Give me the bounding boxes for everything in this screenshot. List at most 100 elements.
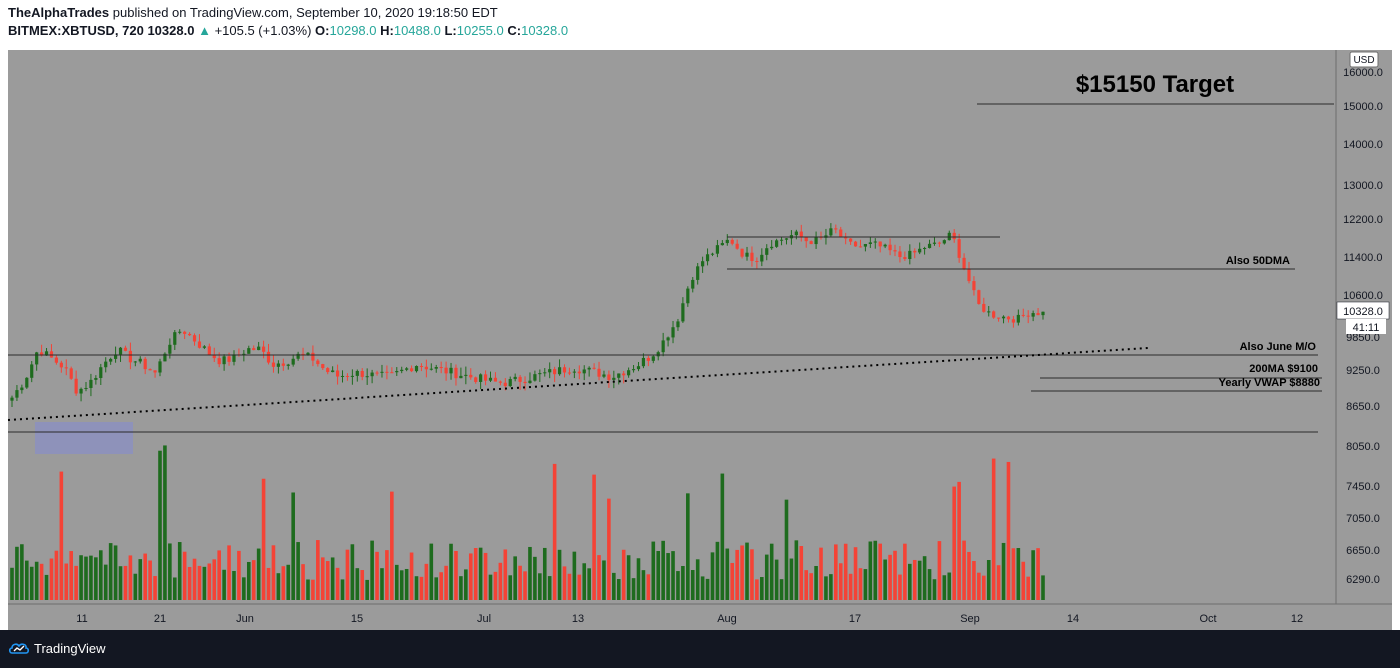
volume-bar [809, 573, 813, 600]
candle-body [64, 367, 68, 369]
volume-bar [932, 579, 937, 600]
candle-body [587, 367, 591, 370]
candle-body [592, 367, 596, 369]
candle-body [89, 379, 93, 388]
volume-bar [286, 564, 291, 600]
volume-bar [355, 568, 360, 600]
candle-body [814, 236, 818, 245]
candle-body [375, 372, 379, 374]
volume-bar [710, 552, 715, 600]
candle-body [641, 357, 646, 367]
candle-body [1031, 313, 1035, 317]
volume-bar [468, 553, 473, 600]
candle-body [957, 239, 961, 258]
volume-bar [824, 576, 828, 600]
volume-bar [177, 542, 182, 600]
volume-bar [607, 498, 611, 600]
candle-body [597, 368, 601, 377]
candle-body [390, 372, 394, 374]
volume-bar [128, 555, 133, 600]
volume-bar [705, 578, 710, 600]
ma200-annotation: 200MA $9100 [1249, 363, 1318, 375]
candle-body [937, 242, 942, 244]
volume-bar [434, 577, 439, 600]
volume-bar [89, 555, 93, 600]
volume-bar [44, 574, 49, 600]
price-chart[interactable]: $15150 Target Also 50DMA Also June M/O 2… [0, 44, 1400, 630]
candle-body [913, 250, 917, 253]
volume-bar [242, 577, 246, 600]
volume-bar [306, 579, 310, 600]
volume-bar [478, 547, 483, 600]
candle-body [370, 372, 374, 377]
candle-body [434, 367, 438, 369]
candle-body [173, 332, 177, 345]
date-tick-label: Oct [1199, 613, 1216, 625]
candle-body [962, 257, 966, 269]
candle-body [513, 376, 517, 380]
volume-bar [271, 545, 276, 600]
volume-bar [143, 553, 147, 600]
volume-bar [39, 563, 44, 600]
candle-body [844, 236, 848, 239]
volume-bar [967, 551, 971, 600]
volume-bar [54, 550, 59, 600]
volume-bar [24, 560, 29, 600]
volume-bar [409, 552, 414, 600]
author-name[interactable]: TheAlphaTrades [8, 5, 110, 20]
candle-body [488, 377, 493, 381]
volume-bar [917, 560, 922, 600]
candle-body [696, 266, 700, 280]
volume-bar [814, 565, 818, 600]
candle-body [888, 244, 892, 251]
candle-body [967, 268, 971, 282]
volume-bar [562, 566, 567, 600]
candle-body [582, 369, 586, 374]
volume-bar [311, 579, 315, 600]
candle-body [760, 254, 764, 262]
brand-name[interactable]: TradingView [34, 641, 106, 656]
volume-bar [730, 562, 735, 600]
volume-bar [996, 565, 1001, 600]
candle-body [365, 376, 369, 378]
volume-bar [977, 572, 981, 600]
candle-body [809, 241, 813, 245]
currency-badge[interactable] [1349, 51, 1379, 68]
volume-bar [74, 565, 78, 600]
candle-body [187, 333, 192, 336]
date-axis[interactable] [8, 604, 1392, 630]
volume-bar [957, 481, 961, 600]
volume-bar [666, 553, 670, 600]
chart-pane[interactable] [8, 50, 1336, 604]
candle-body [449, 367, 453, 374]
candle-body [883, 244, 887, 247]
volume-bar [138, 559, 143, 600]
volume-bar [69, 551, 73, 600]
volume-bar [547, 576, 552, 600]
volume-bar [873, 540, 878, 600]
volume-bar [182, 551, 187, 600]
candle-body [474, 377, 478, 382]
candle-body [572, 371, 576, 373]
volume-bar [335, 567, 340, 600]
candle-body [548, 369, 552, 373]
candle-body [1021, 314, 1025, 316]
volume-bar [962, 540, 966, 600]
symbol-name[interactable]: BITMEX:XBTUSD, 720 [8, 23, 144, 38]
candle-body [271, 362, 276, 367]
candle-body [972, 281, 976, 291]
volume-bar [1006, 461, 1011, 600]
candle-body [498, 381, 502, 383]
candle-body [405, 368, 409, 370]
volume-bar [20, 544, 24, 600]
volume-bar [937, 541, 942, 600]
volume-bar [296, 542, 300, 600]
candle-body [395, 371, 399, 373]
candle-body [631, 369, 636, 371]
volume-bar [912, 559, 917, 600]
volume-bar [202, 566, 207, 600]
target-annotation: $15150 Target [1076, 71, 1234, 98]
date-tick-label: Jul [477, 613, 491, 625]
low-label: L: [444, 23, 457, 38]
volume-bar [246, 561, 251, 600]
